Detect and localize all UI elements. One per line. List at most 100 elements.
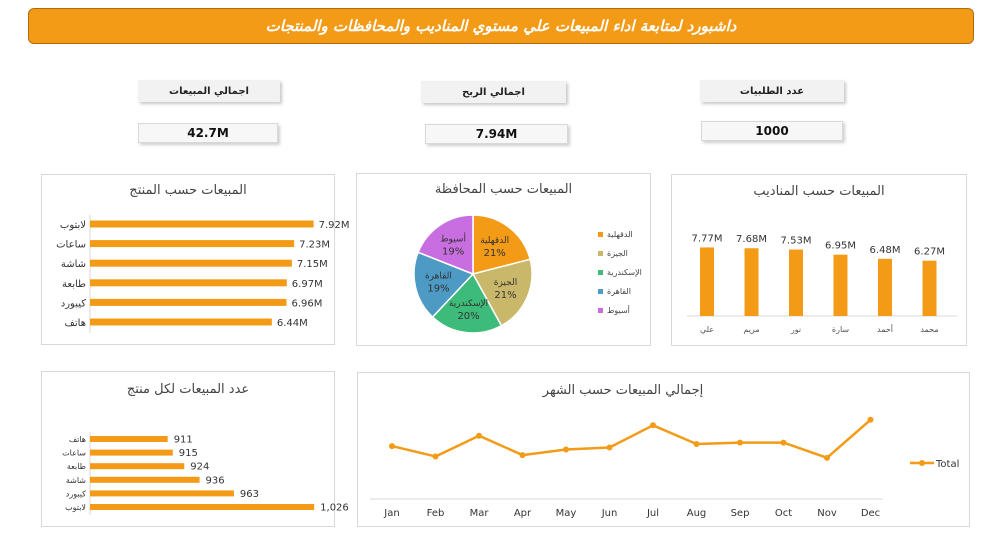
- product-counts-value-label: 1,026: [320, 503, 349, 514]
- product-counts-plot: هاتف 911 ساعات 915 طابعة 924 شاشة 936 كيبورد 963 ل…: [62, 432, 349, 515]
- governorate-slice-name: الجيزة: [494, 278, 517, 288]
- product-sales-chart: المبيعات حسب المنتج لابتوب 7.92M ساعات 7.23…: [41, 174, 350, 345]
- product-counts-bar: [90, 449, 173, 456]
- product-sales-bar: [90, 259, 292, 267]
- governorate-sales-title: المبيعات حسب المحافظة: [434, 182, 573, 197]
- kpi-profit-value: 7.94M: [425, 124, 568, 144]
- rep-sales-value-label: 7.77M: [692, 233, 723, 244]
- monthly-sales-point: [737, 439, 743, 446]
- product-sales-bar: [90, 298, 287, 306]
- product-counts-category: شاشة: [66, 476, 86, 485]
- governorate-slice-percent: 21%: [484, 248, 506, 259]
- monthly-sales-month-label: Dec: [861, 508, 880, 519]
- rep-sales-category: علي: [700, 325, 714, 334]
- product-sales-bar: [90, 318, 272, 326]
- product-counts-bar: [90, 490, 234, 497]
- product-sales-category: كيبورد: [61, 298, 86, 309]
- governorate-legend-swatch: [598, 232, 603, 237]
- monthly-sales-month-label: Oct: [775, 508, 792, 519]
- monthly-sales-line: [391, 418, 872, 460]
- monthly-sales-month-label: Jul: [646, 508, 659, 519]
- product-sales-value-label: 7.15M: [297, 259, 328, 270]
- product-sales-bar: [90, 220, 314, 228]
- monthly-sales-point: [389, 443, 395, 450]
- product-counts-value-label: 924: [190, 462, 209, 473]
- kpi-orders-label: عدد الطلبيات: [700, 80, 844, 102]
- governorate-legend-label: الدقهلية: [607, 230, 633, 239]
- rep-sales-bar: [789, 249, 803, 316]
- product-sales-bar: [90, 240, 295, 248]
- governorate-pie-slice: [431, 272, 503, 334]
- product-sales-bar: [90, 279, 287, 287]
- product-counts-title: عدد المبيعات لكل منتج: [126, 382, 250, 397]
- monthly-sales-point: [824, 454, 830, 461]
- product-sales-value-label: 6.97M: [292, 279, 323, 290]
- product-counts-value-label: 911: [174, 435, 193, 446]
- product-sales-value-label: 7.92M: [319, 220, 350, 231]
- product-counts-category: لابتوب: [65, 503, 86, 512]
- dashboard-title: داشبورد لمتابعة اداء المبيعات علي مستوي …: [28, 8, 974, 44]
- monthly-sales-point: [606, 444, 613, 451]
- product-counts-category: كيبورد: [66, 489, 86, 498]
- governorate-legend-label: الجيزة: [607, 249, 628, 258]
- governorate-slice-percent: 19%: [427, 284, 449, 295]
- governorate-sales-chart: المبيعات حسب المحافظة الدقهلية 21% الجيزة 2…: [356, 173, 651, 346]
- product-sales-value-label: 6.96M: [292, 298, 323, 309]
- kpi-profit-label: اجمالي الربح: [421, 81, 566, 103]
- product-counts-chart: عدد المبيعات لكل منتج هاتف 911 ساعات 915 طاب…: [41, 371, 349, 527]
- governorate-sales-plot: الدقهلية 21% الجيزة 21% الإسكندرية 20% القاهرة…: [413, 214, 642, 334]
- governorate-slice-name: الإسكندرية: [449, 299, 488, 309]
- monthly-sales-title: إجمالي المبيعات حسب الشهر: [542, 383, 704, 398]
- governorate-legend-swatch: [598, 289, 603, 294]
- governorate-legend-label: أسيوط: [607, 305, 630, 315]
- governorate-legend-label: الإسكندرية: [607, 268, 642, 278]
- product-counts-bar: [90, 504, 315, 510]
- monthly-sales-point: [693, 441, 700, 447]
- governorate-slice-percent: 21%: [494, 290, 516, 301]
- rep-sales-bar: [878, 258, 892, 316]
- product-sales-category: لابتوب: [60, 220, 86, 231]
- rep-sales-category: أحمد: [877, 324, 893, 334]
- monthly-legend-label: Total: [935, 459, 959, 470]
- product-counts-bar: [90, 436, 168, 442]
- product-counts-category: ساعات: [62, 449, 86, 458]
- governorate-pie-slice: [471, 258, 533, 327]
- monthly-sales-month-label: Jun: [601, 508, 618, 519]
- governorate-legend-swatch: [598, 308, 603, 313]
- product-sales-title: المبيعات حسب المنتج: [129, 183, 247, 198]
- monthly-sales-point: [650, 422, 656, 429]
- governorate-pie-slice: [472, 214, 532, 275]
- monthly-sales-month-label: Mar: [470, 508, 490, 519]
- governorate-pie-slice: [417, 214, 474, 276]
- monthly-sales-month-label: Sep: [731, 508, 750, 519]
- governorate-slice-name: الدقهلية: [480, 236, 509, 246]
- product-sales-category: شاشة: [61, 259, 86, 270]
- kpi-sales-label: اجمالي المبيعات: [138, 80, 280, 102]
- product-counts-category: هاتف: [69, 435, 86, 444]
- monthly-sales-month-label: Jan: [383, 508, 399, 519]
- product-sales-category: هاتف: [65, 318, 86, 329]
- rep-sales-category: مريم: [743, 325, 759, 334]
- monthly-sales-month-label: Aug: [687, 508, 707, 519]
- governorate-legend-swatch: [598, 251, 603, 256]
- rep-sales-value-label: 6.27M: [914, 247, 945, 258]
- monthly-legend-marker: [919, 460, 925, 466]
- monthly-sales-month-label: Nov: [817, 508, 837, 519]
- rep-sales-chart: المبيعات حسب المناديب 7.77M علي 7.68M مريم 7…: [671, 174, 967, 346]
- product-counts-value-label: 915: [179, 448, 198, 459]
- governorate-slice-name: أسيوط: [440, 233, 466, 245]
- kpi-orders-value: 1000: [701, 121, 843, 141]
- product-counts-value-label: 936: [206, 475, 225, 486]
- product-sales-category: ساعات: [56, 240, 86, 251]
- rep-sales-value-label: 6.48M: [870, 245, 901, 256]
- rep-sales-category: سارة: [832, 325, 849, 334]
- rep-sales-title: المبيعات حسب المناديب: [753, 184, 885, 199]
- rep-sales-bar: [922, 260, 937, 316]
- rep-sales-bar: [744, 248, 759, 316]
- monthly-sales-month-label: Feb: [427, 508, 445, 519]
- monthly-sales-point: [867, 416, 874, 423]
- product-sales-value-label: 6.44M: [277, 318, 308, 329]
- monthly-sales-point: [519, 452, 526, 459]
- product-sales-value-label: 7.23M: [299, 240, 330, 251]
- rep-sales-value-label: 7.53M: [781, 236, 812, 247]
